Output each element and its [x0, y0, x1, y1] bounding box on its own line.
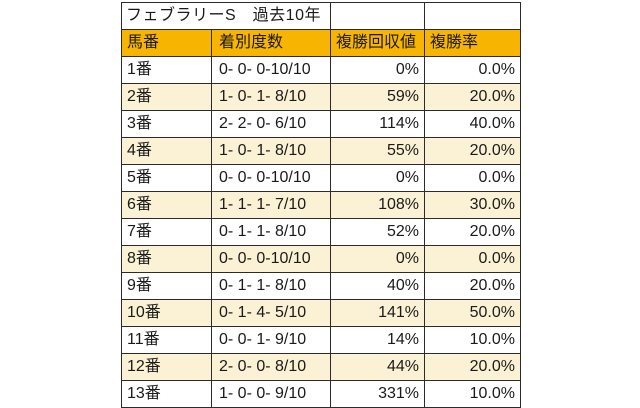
record-cell: 0- 1- 4- 5/10: [211, 299, 331, 327]
umaban-cell: 8番: [121, 245, 212, 273]
rate-cell: 20.0%: [424, 272, 521, 300]
record-cell: 2- 2- 0- 6/10: [211, 110, 331, 138]
column-header-rate: 複勝率: [424, 29, 521, 57]
column-header-record: 着別度数: [211, 29, 331, 57]
return-cell: 0%: [330, 56, 425, 84]
table-row: 13番 1- 0- 0- 9/10 331% 10.0%: [121, 380, 521, 408]
return-cell: 44%: [330, 353, 425, 381]
column-header-umaban: 馬番: [121, 29, 212, 57]
table-row: 5番 0- 0- 0-10/10 0% 0.0%: [121, 164, 521, 192]
record-cell: 0- 1- 1- 8/10: [211, 272, 331, 300]
table-row: 11番 0- 0- 1- 9/10 14% 10.0%: [121, 326, 521, 354]
umaban-cell: 3番: [121, 110, 212, 138]
title-row-empty-cell: [424, 2, 521, 30]
table-row: 1番 0- 0- 0-10/10 0% 0.0%: [121, 56, 521, 84]
umaban-cell: 12番: [121, 353, 212, 381]
table-row: 9番 0- 1- 1- 8/10 40% 20.0%: [121, 272, 521, 300]
table-row: 7番 0- 1- 1- 8/10 52% 20.0%: [121, 218, 521, 246]
umaban-cell: 10番: [121, 299, 212, 327]
umaban-cell: 9番: [121, 272, 212, 300]
record-cell: 0- 0- 0-10/10: [211, 56, 331, 84]
rate-cell: 30.0%: [424, 191, 521, 219]
title-row-empty-cell: [330, 2, 425, 30]
table-body: 1番 0- 0- 0-10/10 0% 0.0% 2番 1- 0- 1- 8/10 59% 2…: [121, 56, 521, 408]
umaban-cell: 13番: [121, 380, 212, 408]
rate-cell: 10.0%: [424, 380, 521, 408]
record-cell: 1- 0- 1- 8/10: [211, 137, 331, 165]
table-row: 8番 0- 0- 0-10/10 0% 0.0%: [121, 245, 521, 273]
table-title-row: フェブラリーS 過去10年: [121, 2, 521, 30]
rate-cell: 20.0%: [424, 353, 521, 381]
return-cell: 0%: [330, 245, 425, 273]
umaban-cell: 7番: [121, 218, 212, 246]
record-cell: 0- 0- 0-10/10: [211, 245, 331, 273]
return-cell: 0%: [330, 164, 425, 192]
record-cell: 1- 0- 1- 8/10: [211, 83, 331, 111]
umaban-cell: 11番: [121, 326, 212, 354]
rate-cell: 0.0%: [424, 164, 521, 192]
table-row: 4番 1- 0- 1- 8/10 55% 20.0%: [121, 137, 521, 165]
return-cell: 52%: [330, 218, 425, 246]
umaban-cell: 1番: [121, 56, 212, 84]
return-cell: 141%: [330, 299, 425, 327]
umaban-cell: 4番: [121, 137, 212, 165]
rate-cell: 0.0%: [424, 56, 521, 84]
table-row: 10番 0- 1- 4- 5/10 141% 50.0%: [121, 299, 521, 327]
return-cell: 114%: [330, 110, 425, 138]
umaban-cell: 5番: [121, 164, 212, 192]
table-row: 12番 2- 0- 0- 8/10 44% 20.0%: [121, 353, 521, 381]
stats-table: フェブラリーS 過去10年 馬番 着別度数 複勝回収値 複勝率 1番 0- 0- …: [121, 2, 521, 408]
record-cell: 2- 0- 0- 8/10: [211, 353, 331, 381]
record-cell: 1- 1- 1- 7/10: [211, 191, 331, 219]
record-cell: 0- 1- 1- 8/10: [211, 218, 331, 246]
table-title: フェブラリーS 過去10年: [121, 2, 331, 30]
return-cell: 331%: [330, 380, 425, 408]
return-cell: 59%: [330, 83, 425, 111]
umaban-cell: 6番: [121, 191, 212, 219]
return-cell: 14%: [330, 326, 425, 354]
rate-cell: 40.0%: [424, 110, 521, 138]
umaban-cell: 2番: [121, 83, 212, 111]
table-row: 3番 2- 2- 0- 6/10 114% 40.0%: [121, 110, 521, 138]
record-cell: 1- 0- 0- 9/10: [211, 380, 331, 408]
return-cell: 108%: [330, 191, 425, 219]
return-cell: 55%: [330, 137, 425, 165]
rate-cell: 20.0%: [424, 83, 521, 111]
table-row: 6番 1- 1- 1- 7/10 108% 30.0%: [121, 191, 521, 219]
column-header-return: 複勝回収値: [330, 29, 425, 57]
rate-cell: 20.0%: [424, 137, 521, 165]
table-row: 2番 1- 0- 1- 8/10 59% 20.0%: [121, 83, 521, 111]
rate-cell: 50.0%: [424, 299, 521, 327]
record-cell: 0- 0- 0-10/10: [211, 164, 331, 192]
table-header-row: 馬番 着別度数 複勝回収値 複勝率: [121, 29, 521, 57]
rate-cell: 0.0%: [424, 245, 521, 273]
stats-table-container: フェブラリーS 過去10年 馬番 着別度数 複勝回収値 複勝率 1番 0- 0- …: [121, 2, 521, 408]
rate-cell: 20.0%: [424, 218, 521, 246]
record-cell: 0- 0- 1- 9/10: [211, 326, 331, 354]
rate-cell: 10.0%: [424, 326, 521, 354]
return-cell: 40%: [330, 272, 425, 300]
